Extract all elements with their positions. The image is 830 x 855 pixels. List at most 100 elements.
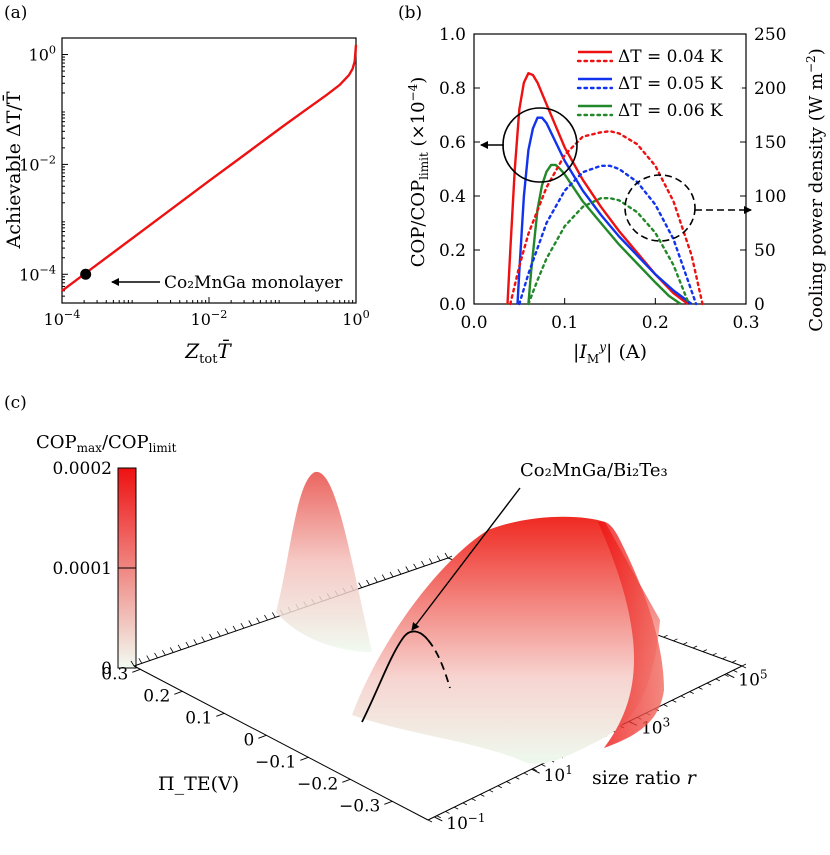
panel-c-pi-tick-label: 0.1 <box>185 708 212 728</box>
panel-c-pi-tick-label: 0 <box>243 730 254 750</box>
panel-c-r-minor <box>427 819 433 823</box>
panel-b-ticks: 0.0 0.1 0.2 0.3 0.0 0.2 0.4 0.6 0.8 1.0 0 50 100 150 2… <box>439 25 787 333</box>
panel-c-ridge-solid <box>361 630 429 723</box>
panel-c-back-surface <box>276 471 372 652</box>
panel-c-pi-tick <box>258 734 267 739</box>
panel-c-back-minor <box>193 639 198 645</box>
panel-c-back-minor <box>436 555 441 561</box>
panel-c-back-minor <box>177 644 182 651</box>
panel-b-series-cop <box>506 72 689 305</box>
panel-c-r-tick <box>726 673 735 679</box>
panel-c-back-right-minor <box>683 642 688 645</box>
panel-b-ylabel-left: COP/COPlimit (×10−4) <box>406 77 431 268</box>
panel-c-pi-tick <box>300 756 309 761</box>
panel-b-ytick-right-label: 0 <box>754 295 765 315</box>
panel-c-r-minor <box>497 785 502 789</box>
panel-c-colorbar-title: COPmax/COPlimit <box>36 432 177 455</box>
panel-c-back-minor <box>162 649 166 656</box>
panel-c-back-minor <box>146 655 151 661</box>
panel-c-pi-tick <box>216 712 225 717</box>
panel-c-back-right-minor <box>673 638 678 642</box>
panel-b-legend: ΔT = 0.04 K ΔT = 0.05 K ΔT = 0.06 K <box>572 40 742 130</box>
panel-c-back-right-minor <box>712 652 717 656</box>
panel-c: (c) COPmax/COPlimit 0 0.0001 0.0002 0.3 0.2… <box>4 393 768 834</box>
panel-c-back-minor <box>217 631 221 637</box>
panel-c-back-minor <box>397 568 402 575</box>
panel-c-r-minor <box>506 781 511 784</box>
panel-c-label: (c) <box>4 393 27 413</box>
panel-c-annotation-arrow <box>411 487 521 631</box>
panel-b-ytick-left-label: 0.4 <box>439 187 466 207</box>
panel-b-ytick-right-label: 50 <box>754 241 776 261</box>
panel-c-r-tick-label: 105 <box>738 668 767 691</box>
panel-c-r-minor <box>532 768 537 772</box>
panel-c-back-minor <box>256 617 260 624</box>
panel-c-r-minor <box>541 764 546 767</box>
panel-c-back-minor <box>421 560 425 567</box>
panel-c-r-minor <box>471 798 476 801</box>
panel-c-r-minor <box>672 699 677 703</box>
panel-c-back-minor <box>240 622 245 629</box>
panel-c-back-minor <box>224 628 229 634</box>
panel-c-back-minor <box>413 563 417 570</box>
panel-b-lines <box>506 72 704 306</box>
panel-c-back-right-minor <box>702 649 707 652</box>
panel-c-surface-side <box>598 521 664 748</box>
panel-c-pi-tick-label: −0.1 <box>255 752 296 772</box>
panel-c-pi-tick <box>342 778 351 783</box>
panel-c-annotation: Co₂MnGa/Bi₂Te₃ <box>520 460 668 481</box>
panel-c-r-minor <box>462 802 468 806</box>
panel-b-cop-circle <box>502 107 578 183</box>
panel-c-back-right-minor <box>732 660 737 663</box>
panel-c-r-minor <box>480 793 485 797</box>
panel-c-back-right-minor <box>722 656 727 660</box>
panel-c-colorbar-tick-label: 0.0001 <box>53 559 112 579</box>
panel-b-ylabel-right: Cooling power density (W m−2) <box>804 48 827 331</box>
panel-c-r-minor <box>515 776 520 780</box>
panel-c-r-tick <box>531 768 540 774</box>
panel-c-r-tick-label: 10−1 <box>446 811 485 834</box>
panel-b-legend-label: ΔT = 0.04 K <box>618 47 723 67</box>
panel-b-ytick-right-label: 100 <box>754 187 786 207</box>
panel-c-colorbar-tick-label: 0.0002 <box>53 459 112 479</box>
panel-c-r-minor <box>724 674 729 677</box>
panel-b-xtick-label: 0.3 <box>732 313 759 333</box>
panel-c-back-minor <box>209 633 213 640</box>
panel-c-r-minor <box>663 704 668 707</box>
panel-c-colorbar-ticks: 0 0.0001 0.0002 <box>53 459 136 679</box>
panel-c-r-label: size ratio r <box>592 767 698 789</box>
panel-b-xtick-label: 0.0 <box>460 313 487 333</box>
panel-c-pi-tick-label: 0.2 <box>143 686 170 706</box>
panel-a-ticks: 10−4 10−2 100 10−4 10−2 100 <box>19 37 370 329</box>
panel-b-xlabel: |IMy| (A) <box>573 340 647 366</box>
panel-c-pi-axis <box>133 665 429 821</box>
panel-a-ytick-label: 10−4 <box>19 263 56 284</box>
panel-c-back-minor <box>154 652 158 659</box>
panel-c-r-minor <box>733 669 738 673</box>
panel-c-r-minor <box>741 665 747 669</box>
panel-c-back-minor <box>428 558 433 564</box>
panel-b-series-power <box>518 164 698 306</box>
panel-b-series-power <box>527 197 691 306</box>
panel-b-xtick-label: 0.1 <box>551 313 578 333</box>
panel-b-ytick-left-label: 0.0 <box>439 295 466 315</box>
panel-b-ytick-left-label: 0.2 <box>439 241 466 261</box>
panel-c-pi-tick-label: −0.2 <box>297 774 338 794</box>
panel-c-r-minor <box>445 811 450 814</box>
panel-a-curve <box>61 44 358 292</box>
panel-c-back-minor <box>138 658 143 664</box>
panel-c-colorbar-tick-label: 0 <box>101 659 112 679</box>
panel-b-series-cop <box>527 163 682 305</box>
panel-c-back-minor <box>381 574 386 580</box>
panel-c-back-right-minor <box>692 645 698 649</box>
panel-b: (b) 0.0 0.1 0.2 0.3 0.0 0.2 0.4 0.6 0.8 1.0 0 50 100… <box>398 3 827 366</box>
panel-c-r-minor <box>706 682 712 686</box>
panel-a-ytick-label: 10−2 <box>19 153 56 174</box>
panel-b-series-cop <box>516 116 693 305</box>
panel-c-back-minor <box>264 614 268 621</box>
panel-c-back-minor <box>130 660 135 667</box>
panel-c-r-minor <box>453 806 459 810</box>
panel-c-r-minor <box>715 678 721 682</box>
